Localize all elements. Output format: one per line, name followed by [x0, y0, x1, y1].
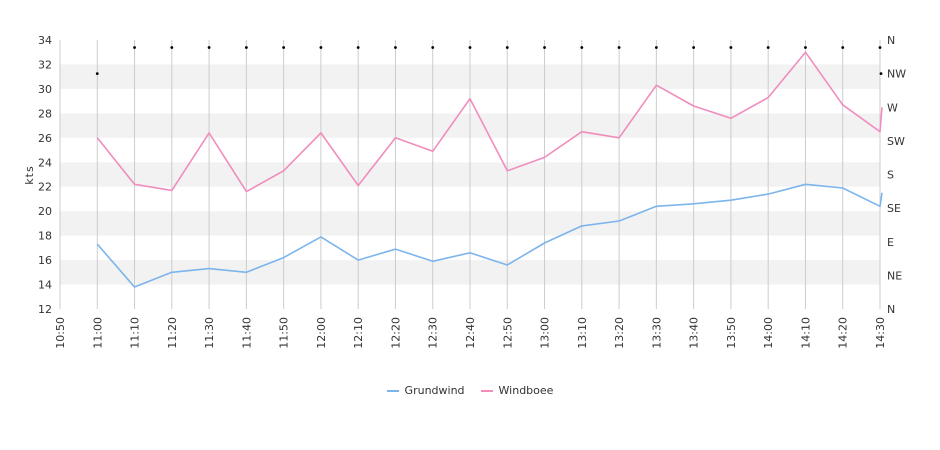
direction-point	[878, 46, 882, 49]
y-tick-label: 18	[38, 230, 52, 243]
x-tick-label: 13:30	[650, 317, 663, 349]
direction-tick-label: NE	[887, 269, 902, 282]
x-tick-label: 14:00	[762, 317, 775, 349]
x-tick-label: 12:40	[464, 317, 477, 349]
x-tick-label: 12:20	[389, 317, 402, 349]
series-lines	[96, 51, 883, 288]
y-tick-label: 34	[38, 34, 52, 47]
x-tick-label: 12:10	[352, 317, 365, 349]
direction-point	[841, 46, 845, 49]
x-tick-label: 12:00	[315, 317, 328, 349]
direction-point	[282, 46, 286, 49]
legend-item-grundwind[interactable]: Grundwind	[386, 384, 465, 397]
x-tick-label: 11:50	[278, 317, 291, 349]
direction-point	[244, 46, 248, 49]
legend-label: Windboee	[498, 384, 554, 397]
direction-tick-label: SW	[887, 135, 905, 148]
series-line-grundwind	[96, 183, 883, 288]
direction-axis-ticks: N NE E SE S SW W NW N	[887, 34, 906, 316]
direction-tick-label: SE	[887, 202, 901, 215]
direction-point	[468, 46, 472, 49]
direction-point	[505, 46, 509, 49]
y-tick-label: 14	[38, 279, 52, 292]
y-tick-label: 22	[38, 181, 52, 194]
legend-label: Grundwind	[404, 384, 465, 397]
direction-tick-label: S	[887, 169, 894, 182]
x-tick-label: 13:50	[725, 317, 738, 349]
chart-legend: Grundwind Windboee	[0, 384, 940, 397]
y-tick-label: 30	[38, 83, 52, 96]
y-axis-title: kts	[23, 165, 36, 184]
x-tick-label: 11:10	[129, 317, 142, 349]
x-tick-label: 12:30	[427, 317, 440, 349]
x-tick-label: 11:00	[91, 317, 104, 349]
y-tick-label: 26	[38, 132, 52, 145]
x-tick-label: 10:50	[54, 317, 67, 349]
y-axis-ticks: 12 14 16 18 20 22 24 26 28 30 32 34	[38, 34, 52, 316]
direction-tick-label: E	[887, 236, 894, 249]
legend-item-windboee[interactable]: Windboee	[480, 384, 554, 397]
x-tick-label: 14:20	[837, 317, 850, 349]
x-tick-label: 13:20	[613, 317, 626, 349]
direction-point	[692, 46, 696, 49]
direction-point	[133, 46, 136, 49]
direction-point	[356, 46, 360, 49]
x-tick-label: 13:10	[576, 317, 589, 349]
y-tick-label: 12	[38, 303, 52, 316]
direction-tick-label: W	[887, 101, 898, 114]
legend-swatch	[386, 389, 399, 392]
direction-point	[207, 46, 211, 49]
direction-point	[766, 46, 770, 49]
y-tick-label: 28	[38, 107, 52, 120]
direction-markers	[95, 46, 883, 76]
direction-point	[879, 72, 883, 76]
direction-point	[431, 46, 435, 49]
direction-point	[170, 46, 174, 49]
direction-point	[319, 46, 323, 49]
direction-tick-label: N	[887, 303, 895, 316]
direction-point	[804, 46, 807, 49]
vertical-gridlines	[59, 40, 881, 309]
series-line-windboee	[96, 51, 883, 193]
y-tick-label: 16	[38, 254, 52, 267]
direction-tick-label: N	[887, 34, 895, 47]
x-tick-label: 12:50	[501, 317, 514, 349]
legend-swatch	[480, 389, 493, 392]
direction-point	[654, 46, 658, 49]
x-axis-ticks: 10:50 11:00 11:10 11:20 11:30 11:40 11:50 12:00…	[54, 317, 887, 349]
direction-point	[394, 46, 397, 49]
direction-point	[729, 46, 733, 49]
x-tick-label: 11:40	[240, 317, 253, 349]
x-tick-label: 11:20	[166, 317, 179, 349]
y-tick-label: 20	[38, 205, 52, 218]
y-tick-label: 24	[38, 156, 52, 169]
x-tick-label: 11:30	[203, 317, 216, 349]
x-tick-label: 13:00	[539, 317, 552, 349]
direction-point	[580, 46, 584, 49]
direction-tick-label: NW	[887, 68, 906, 81]
x-tick-label: 14:10	[799, 317, 812, 349]
x-tick-label: 13:40	[688, 317, 701, 349]
direction-point	[543, 46, 546, 49]
y-tick-label: 32	[38, 58, 52, 71]
direction-point	[617, 46, 621, 49]
direction-point	[95, 72, 99, 76]
x-tick-label: 14:30	[874, 317, 887, 349]
